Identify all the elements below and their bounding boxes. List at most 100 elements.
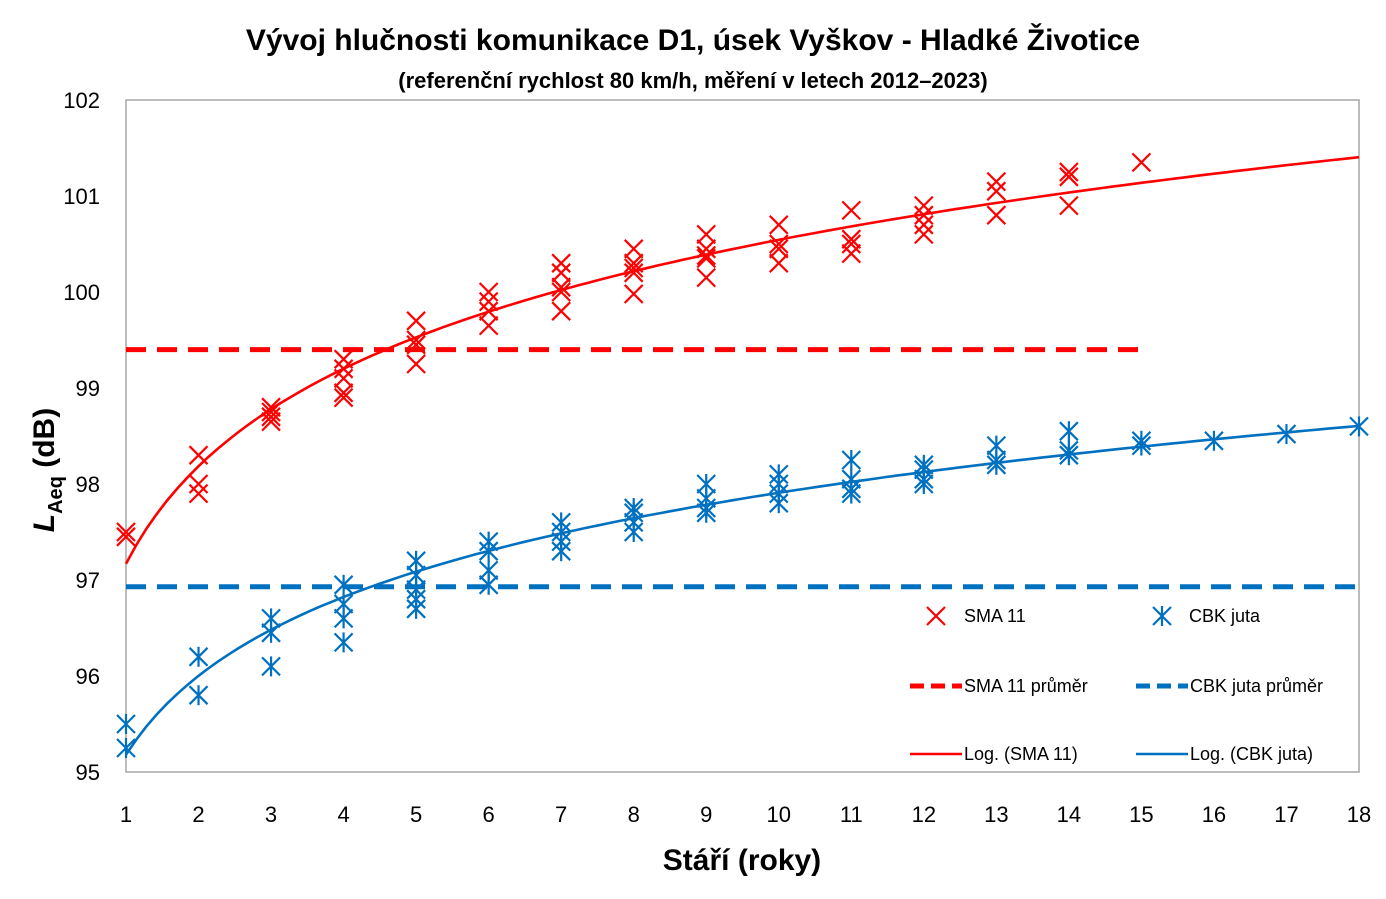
- x-tick-label: 8: [628, 802, 640, 827]
- x-tick-label: 2: [192, 802, 204, 827]
- asterisk-marker: [1152, 606, 1172, 626]
- x-marker: [986, 181, 1007, 201]
- x-marker: [914, 215, 934, 235]
- asterisk-marker: [768, 493, 789, 514]
- x-marker: [841, 229, 862, 249]
- y-tick-label: 96: [76, 664, 100, 689]
- y-axis-label: LAeq (dB): [28, 408, 67, 532]
- x-marker: [696, 267, 717, 288]
- y-tick-label: 100: [63, 280, 100, 305]
- x-marker: [478, 301, 499, 321]
- x-marker: [188, 445, 209, 465]
- x-tick-label: 5: [410, 802, 422, 827]
- legend-entry-sma-log: Log. (SMA 11): [910, 744, 1078, 764]
- x-marker: [768, 234, 789, 254]
- legend-entry-sma: SMA 11: [926, 606, 1026, 626]
- trend-line: [124, 155, 1360, 565]
- asterisk-marker: [333, 608, 354, 629]
- x-axis-label: Stáří (roky): [663, 844, 821, 877]
- x-tick-labels: 1 2 3 4 5 6 7 8 9 10 11 12 13 14 15 16 17 18: [120, 802, 1371, 827]
- x-marker: [768, 215, 789, 235]
- x-tick-label: 16: [1202, 802, 1226, 827]
- x-marker: [841, 243, 862, 264]
- x-marker: [551, 301, 571, 321]
- x-marker: [333, 383, 354, 403]
- asterisk-marker: [841, 450, 862, 470]
- x-marker: [116, 527, 136, 547]
- x-tick-label: 7: [555, 802, 567, 827]
- x-tick-label: 15: [1129, 802, 1153, 827]
- x-marker: [623, 284, 644, 304]
- asterisk-marker: [478, 541, 499, 562]
- x-marker: [623, 258, 644, 278]
- x-marker: [696, 224, 717, 245]
- x-marker: [914, 205, 934, 225]
- x-marker: [1059, 195, 1079, 216]
- x-marker: [696, 239, 717, 259]
- x-tick-label: 1: [120, 802, 132, 827]
- asterisk-marker: [333, 632, 354, 653]
- mean-lines: [126, 347, 1359, 590]
- x-marker: [551, 263, 571, 283]
- y-tick-label: 99: [76, 376, 100, 401]
- x-tick-label: 17: [1274, 802, 1298, 827]
- y-tick-label: 95: [76, 760, 100, 785]
- asterisk-marker: [406, 598, 426, 619]
- svg-text:LAeq (dB): LAeq (dB): [28, 408, 67, 532]
- legend: SMA 11 CBK juta SMA 11 průměr CBK juta p…: [910, 606, 1323, 764]
- data-markers: [116, 152, 1369, 758]
- x-marker: [1059, 167, 1079, 187]
- asterisk-marker: [696, 502, 717, 523]
- x-marker: [333, 349, 354, 369]
- x-tick-label: 6: [483, 802, 495, 827]
- asterisk-marker: [1204, 430, 1224, 451]
- asterisk-marker: [261, 656, 281, 677]
- x-marker: [623, 263, 644, 283]
- plot-area-frame: [125, 99, 1360, 773]
- x-tick-label: 14: [1057, 802, 1081, 827]
- x-marker: [1059, 162, 1079, 182]
- legend-sma-mean-label: SMA 11 průměr: [964, 676, 1088, 696]
- y-axis-label-main: L: [28, 514, 61, 532]
- y-tick-label: 101: [63, 184, 100, 209]
- trend-lines: [124, 155, 1360, 756]
- trend-line: [124, 424, 1360, 756]
- asterisk-marker: [188, 646, 209, 667]
- asterisk-marker: [116, 714, 136, 734]
- x-marker: [986, 171, 1007, 192]
- x-tick-label: 13: [984, 802, 1008, 827]
- x-marker: [406, 330, 426, 350]
- x-marker: [768, 253, 789, 273]
- x-marker: [406, 354, 426, 374]
- x-marker: [623, 239, 644, 259]
- x-marker: [333, 359, 354, 379]
- x-marker: [406, 335, 426, 355]
- legend-sma-marker: [926, 606, 946, 626]
- x-marker: [623, 253, 644, 273]
- x-marker: [261, 402, 281, 422]
- asterisk-marker: [1276, 424, 1297, 445]
- x-marker: [696, 245, 717, 266]
- asterisk-marker: [1059, 445, 1079, 466]
- x-marker: [926, 606, 946, 626]
- asterisk-marker: [1131, 435, 1152, 456]
- x-tick-label: 11: [840, 802, 863, 827]
- x-marker: [478, 282, 499, 302]
- legend-entry-cbk-mean: CBK juta průměr: [1136, 676, 1323, 696]
- asterisk-marker: [261, 622, 281, 643]
- x-marker: [406, 311, 426, 331]
- y-axis-label-sub: Aeq: [45, 476, 67, 514]
- asterisk-marker: [1349, 416, 1369, 437]
- legend-entry-cbk-log: Log. (CBK juta): [1136, 744, 1313, 764]
- x-marker: [551, 253, 571, 273]
- x-tick-label: 10: [767, 802, 791, 827]
- x-marker: [261, 397, 281, 417]
- legend-entry-sma-mean: SMA 11 průměr: [910, 676, 1088, 696]
- asterisk-marker: [986, 454, 1007, 475]
- x-marker: [696, 248, 717, 269]
- legend-entry-cbk: CBK juta: [1152, 606, 1261, 626]
- legend-sma-log-label: Log. (SMA 11): [964, 744, 1078, 764]
- x-tick-label: 18: [1347, 802, 1371, 827]
- x-marker: [841, 200, 862, 221]
- x-marker: [841, 234, 862, 254]
